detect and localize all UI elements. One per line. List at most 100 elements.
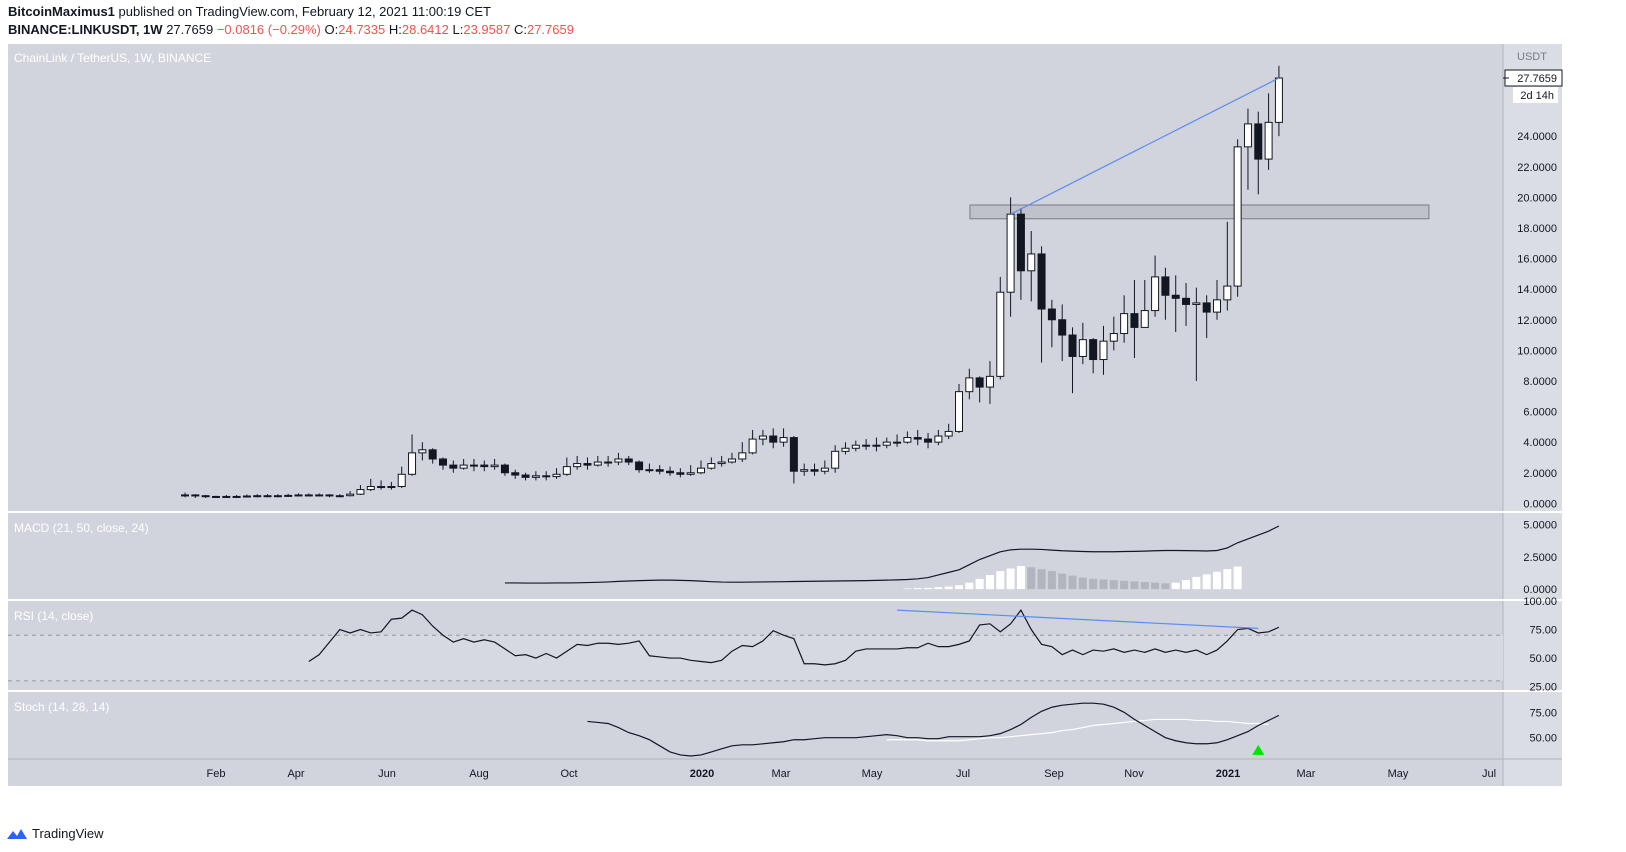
candle-body	[1161, 276, 1170, 296]
footer-brand[interactable]: TradingView	[32, 826, 104, 841]
rsi-title: RSI (14, close)	[14, 609, 93, 623]
candle-body	[697, 467, 705, 474]
time-tick-label: Sep	[1044, 768, 1064, 780]
candle-body	[428, 449, 437, 460]
price-tick-label: 12.0000	[1517, 315, 1557, 327]
candle-body	[862, 444, 871, 447]
author-name[interactable]: BitcoinMaximus1	[8, 4, 115, 19]
close-value: 27.7659	[526, 22, 574, 37]
candle-body	[604, 461, 613, 464]
price-pane	[181, 65, 1430, 498]
macd-histogram-bar	[985, 574, 994, 590]
candle-body	[284, 494, 293, 497]
candle-body	[315, 494, 324, 497]
candle-body	[583, 463, 592, 466]
open-label: O:	[324, 22, 339, 37]
axis-unit-label: USDT	[1517, 51, 1547, 63]
trendline	[1010, 77, 1280, 215]
macd-histogram-bar	[1037, 569, 1046, 590]
candle-body	[1120, 313, 1129, 335]
price-tick-label: 14.0000	[1517, 284, 1557, 296]
time-tick-label: May	[1388, 768, 1409, 780]
candle-body	[1099, 340, 1108, 361]
macd-histogram-bar	[955, 585, 963, 590]
macd-histogram-bar	[1006, 568, 1015, 590]
time-tick-label: Jul	[956, 768, 970, 780]
candle-body	[242, 495, 251, 498]
price-change: −0.0816 (−0.29%)	[216, 22, 321, 37]
macd-line	[504, 525, 1280, 584]
publish-header: BitcoinMaximus1 published on TradingView…	[8, 4, 491, 19]
price-tick-label: 10.0000	[1517, 345, 1557, 357]
candle-body	[573, 463, 582, 468]
candle-body	[263, 495, 272, 498]
high-label: H:	[388, 22, 402, 37]
candle-body	[1058, 319, 1067, 336]
time-tick-label: Jun	[378, 768, 396, 780]
candle-body	[831, 450, 840, 469]
candle-body	[201, 495, 210, 498]
candle-body	[387, 486, 396, 489]
candle-body	[800, 469, 809, 472]
macd-tick-label: 0.0000	[1523, 584, 1557, 596]
candle-body	[686, 472, 695, 475]
open-value: 24.7335	[338, 22, 386, 37]
candle-body	[614, 458, 623, 463]
macd-histogram-bar	[996, 571, 1005, 590]
candle-body	[841, 447, 850, 452]
candle-body	[325, 494, 334, 497]
macd-pane	[504, 525, 1280, 590]
macd-histogram-bar	[1099, 579, 1108, 590]
candle-body	[769, 435, 778, 443]
macd-histogram-bar	[1068, 575, 1077, 590]
candle-body	[1192, 302, 1201, 305]
macd-histogram-bar	[1223, 569, 1232, 590]
time-tick-label: 2021	[1216, 768, 1240, 780]
price-tick-label: 16.0000	[1517, 254, 1557, 266]
candle-body	[645, 469, 654, 472]
stoch-d-line	[886, 718, 1269, 742]
candle-body	[1109, 333, 1118, 342]
macd-tick-label: 2.5000	[1523, 552, 1557, 564]
macd-histogram-bar	[1171, 582, 1180, 590]
time-tick-label: Jul	[1482, 768, 1496, 780]
stoch-k-line	[587, 702, 1280, 757]
tradingview-logo-icon	[7, 828, 27, 839]
candle-body	[624, 458, 633, 463]
candle-body	[346, 493, 355, 497]
candle-body	[408, 452, 417, 475]
rsi-tick-label: 100.00	[1523, 596, 1557, 608]
candle-body	[356, 489, 365, 495]
symbol-label: BINANCE:LINKUSDT, 1W	[8, 22, 163, 37]
candle-body	[500, 464, 509, 474]
time-tick-label: Feb	[207, 768, 226, 780]
macd-histogram-bar	[1202, 574, 1211, 590]
price-tick-label: 24.0000	[1517, 131, 1557, 143]
candle-body	[562, 466, 571, 475]
candle-body	[893, 441, 902, 444]
rsi-band	[8, 635, 1503, 681]
candle-body	[418, 449, 427, 454]
candle-body	[1068, 334, 1077, 357]
candle-body	[593, 461, 602, 466]
macd-histogram-bar	[1047, 571, 1056, 590]
candle-body	[273, 495, 282, 498]
candle-body	[655, 469, 664, 472]
candle-body	[975, 377, 984, 388]
candle-body	[459, 464, 468, 469]
candle-body	[1202, 302, 1211, 313]
candle-body	[521, 474, 530, 478]
candle-body	[335, 495, 344, 498]
candle-body	[222, 495, 231, 498]
candle-body	[439, 458, 447, 466]
candle-body	[253, 495, 262, 498]
candle-body	[449, 464, 458, 469]
candle-body	[552, 473, 561, 478]
stoch-tick-label: 50.00	[1529, 733, 1557, 745]
candle-body	[738, 452, 747, 460]
candle-body	[211, 495, 220, 498]
candle-body	[1027, 253, 1036, 272]
macd-tick-label: 5.0000	[1523, 520, 1557, 532]
candles	[181, 65, 1283, 498]
